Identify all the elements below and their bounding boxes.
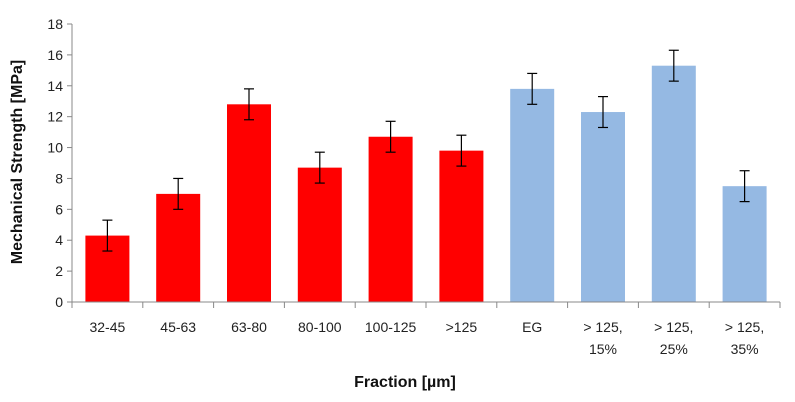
bar (439, 150, 484, 302)
error-bar (244, 88, 254, 121)
error-bar (598, 95, 608, 129)
x-axis-title: Fraction [µm] (354, 374, 456, 391)
x-tick-label: 63-80 (231, 319, 267, 335)
error-bar (385, 120, 396, 153)
y-tick-label: 2 (55, 263, 63, 279)
bar (651, 65, 696, 302)
x-tick-label: 80-100 (298, 319, 342, 335)
error-bar (314, 151, 325, 184)
bars-group (85, 65, 767, 303)
y-tick-label: 18 (47, 16, 63, 32)
bar (581, 112, 625, 303)
error-bar (668, 49, 679, 82)
x-tick-label: 25% (660, 341, 688, 357)
x-tick-label: 32-45 (89, 319, 125, 335)
x-tick-label: > 125, (725, 319, 764, 335)
bar (297, 167, 342, 302)
bar (722, 186, 767, 302)
x-tick-label: > 125, (583, 319, 622, 335)
x-tick-label: 45-63 (160, 319, 196, 335)
bar (368, 136, 413, 302)
y-tick-label: 12 (47, 109, 63, 125)
y-tick-label: 6 (55, 201, 63, 217)
error-bar (739, 170, 750, 203)
bar (510, 88, 555, 302)
error-bar (102, 219, 113, 252)
error-bar (456, 134, 467, 167)
error-bars-group (102, 49, 750, 252)
y-axis: 0 2 4 6 8 10 12 14 16 18 (47, 16, 73, 310)
error-bar (173, 177, 184, 210)
x-tick-label: 35% (731, 341, 759, 357)
x-tick-label: EG (522, 319, 542, 335)
x-tick-label: 100-125 (365, 319, 417, 335)
y-tick-label: 16 (47, 47, 63, 63)
y-tick-label: 8 (55, 170, 63, 186)
y-tick-label: 10 (47, 140, 63, 156)
x-tick-label: 15% (589, 341, 617, 357)
y-tick-label: 0 (55, 294, 63, 310)
x-axis: 32-45 45-63 63-80 80-100 100-125 >125 EG > 125,… (71, 301, 781, 357)
x-tick-label: > 125, (654, 319, 693, 335)
bar (156, 193, 201, 302)
x-tick-label: >125 (446, 319, 478, 335)
y-tick-label: 4 (55, 232, 63, 248)
y-axis-title: Mechanical Strength [MPa] (9, 60, 26, 264)
error-bar (527, 72, 538, 105)
bar (227, 104, 271, 302)
y-tick-label: 14 (47, 78, 63, 94)
